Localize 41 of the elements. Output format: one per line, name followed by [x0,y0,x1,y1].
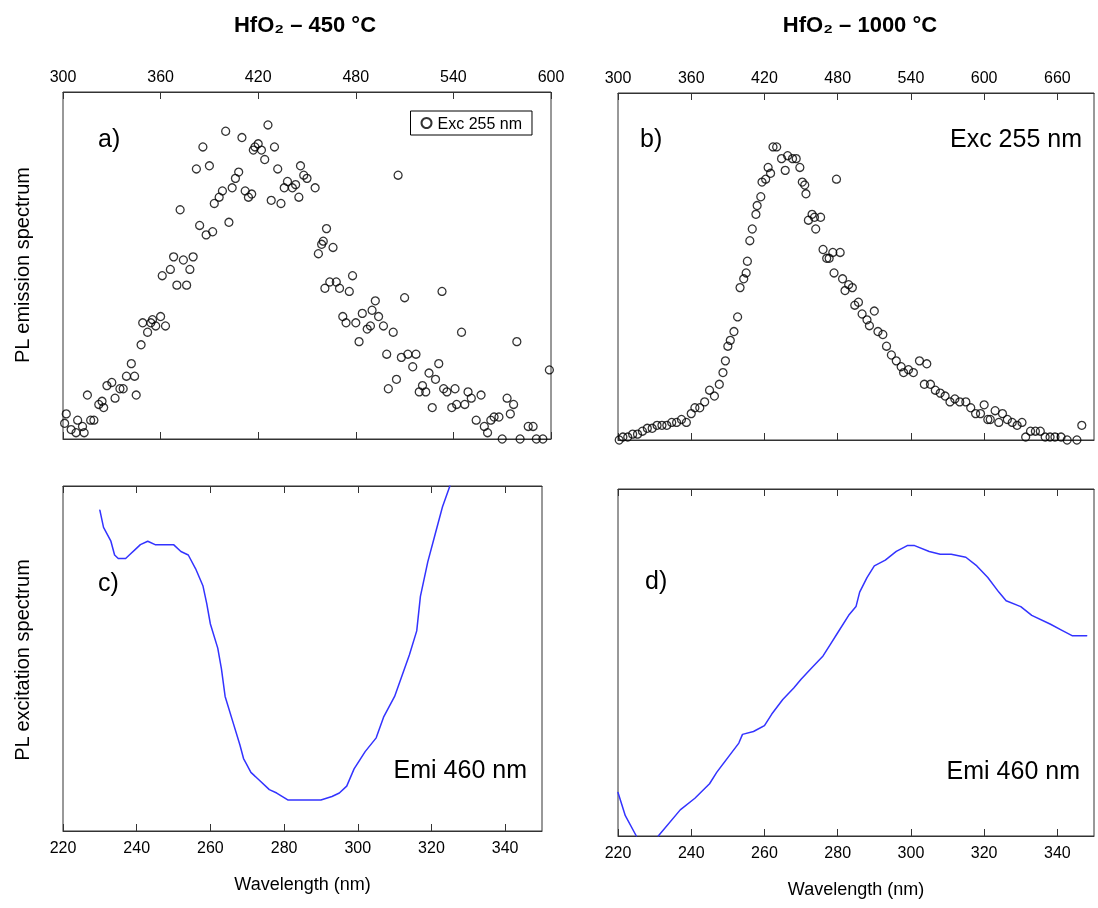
y-axis-title: PL excitation spectrum [11,559,33,761]
x-tick-label: 360 [677,68,705,86]
annotation: Emi 460 nm [393,755,527,783]
x-tick-label: 420 [244,67,272,85]
x-tick-label: 420 [751,68,778,86]
x-tick-label: 480 [824,68,852,86]
x-tick-label: 540 [897,68,925,86]
x-axis-title: Wavelength (nm) [234,874,371,894]
x-tick-label: 300 [344,838,372,856]
x-tick-label: 360 [147,67,175,85]
x-tick-label: 260 [197,838,224,856]
annotation: Emi 460 nm [946,756,1080,784]
x-axis-title: Wavelength (nm) [787,879,925,899]
x-tick-label: 660 [1044,68,1071,86]
x-tick-label: 340 [1044,843,1071,861]
x-tick-label: 480 [342,67,370,85]
annotation: Exc 255 nm [949,124,1082,152]
x-tick-label: 340 [491,838,519,856]
x-tick-label: 300 [604,68,632,86]
chart-title: HfO₂ – 450 °C [233,11,377,37]
x-tick-label: 240 [677,843,705,861]
x-tick-label: 320 [418,838,445,856]
annotation: d) [645,566,668,594]
annotation: b) [640,124,663,152]
y-axis-title: PL emission spectrum [11,167,33,363]
x-tick-label: 260 [751,843,778,861]
x-tick-label: 300 [49,67,77,85]
annotation: a) [98,124,121,152]
x-tick-label: 220 [604,843,632,861]
x-tick-label: 600 [537,67,565,85]
x-tick-label: 220 [49,838,77,856]
annotation: c) [98,568,119,596]
x-tick-label: 320 [970,843,998,861]
x-tick-label: 600 [970,68,998,86]
x-tick-label: 240 [123,838,151,856]
legend-label: Exc 255 nm [437,114,522,132]
x-tick-label: 300 [897,843,925,861]
x-tick-label: 540 [440,67,467,85]
chart-title: HfO₂ – 1000 °C [782,11,938,37]
x-tick-label: 280 [270,838,298,856]
x-tick-label: 280 [824,843,852,861]
